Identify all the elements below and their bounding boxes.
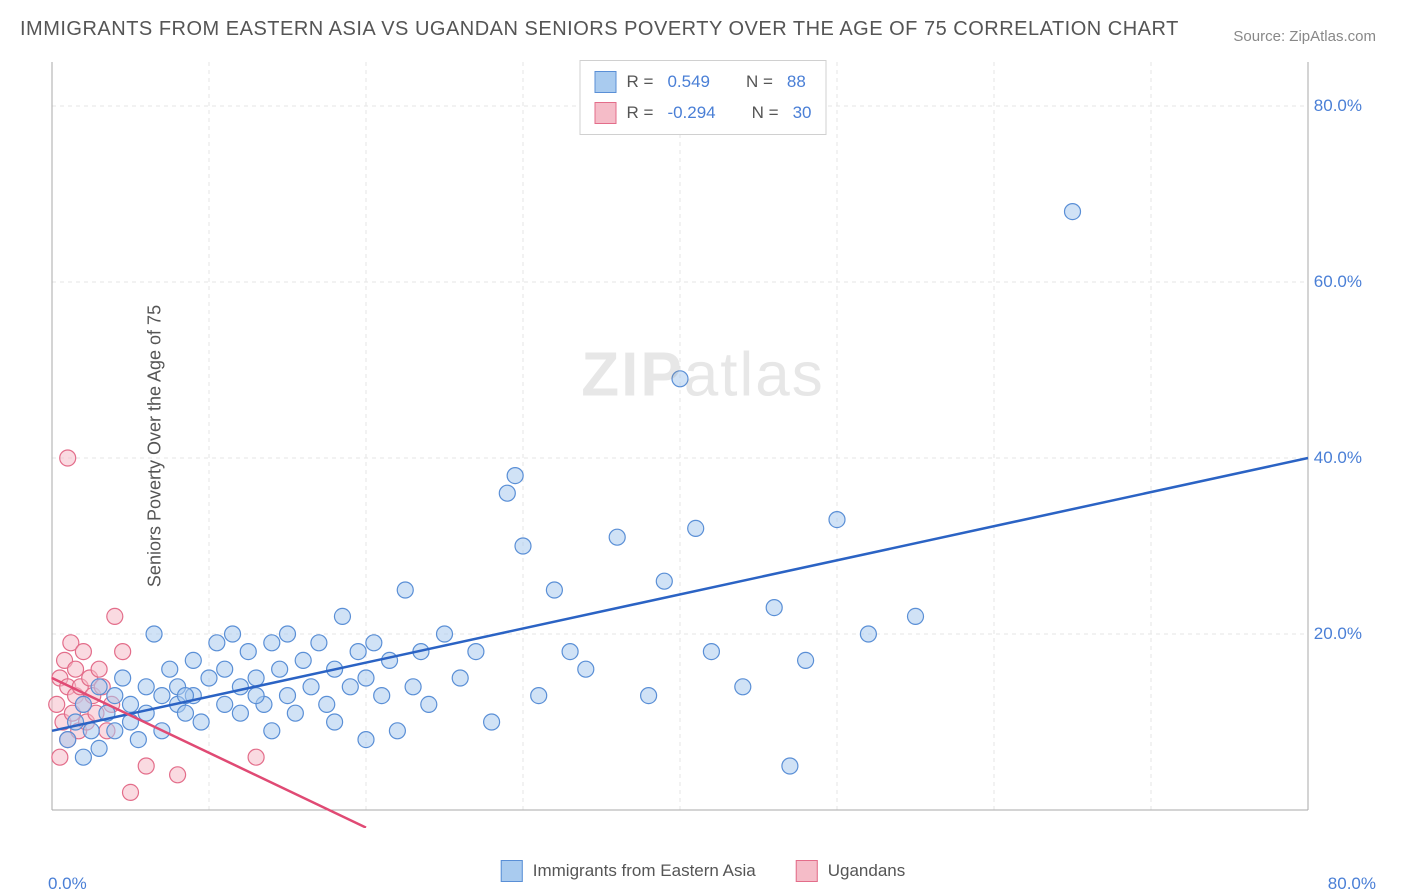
bottom-legend-item-2: Ugandans [796, 860, 906, 882]
series-2-name: Ugandans [828, 861, 906, 881]
x-axis-min-label: 0.0% [48, 874, 87, 892]
n-value-1: 88 [787, 67, 806, 98]
x-axis-max-label: 80.0% [1328, 874, 1376, 892]
stats-row-series-2: R = -0.294 N = 30 [595, 98, 812, 129]
r-label: R = [627, 67, 654, 98]
svg-text:60.0%: 60.0% [1314, 272, 1362, 291]
svg-text:20.0%: 20.0% [1314, 624, 1362, 643]
swatch-series-1 [501, 860, 523, 882]
svg-text:40.0%: 40.0% [1314, 448, 1362, 467]
svg-text:80.0%: 80.0% [1314, 96, 1362, 115]
source-name: ZipAtlas.com [1289, 28, 1376, 45]
r-label: R = [627, 98, 654, 129]
source-label: Source: [1233, 28, 1285, 45]
bottom-legend: Immigrants from Eastern Asia Ugandans [501, 860, 905, 882]
chart-plot-area: 20.0% 40.0% 60.0% 80.0% [48, 58, 1368, 828]
chart-svg: 20.0% 40.0% 60.0% 80.0% [48, 58, 1368, 828]
swatch-series-2 [595, 102, 617, 124]
r-value-1: 0.549 [667, 67, 710, 98]
stats-legend: R = 0.549 N = 88 R = -0.294 N = 30 [580, 60, 827, 135]
n-label: N = [752, 98, 779, 129]
stats-row-series-1: R = 0.549 N = 88 [595, 67, 812, 98]
n-label: N = [746, 67, 773, 98]
n-value-2: 30 [793, 98, 812, 129]
r-value-2: -0.294 [667, 98, 715, 129]
bottom-legend-item-1: Immigrants from Eastern Asia [501, 860, 756, 882]
chart-title: IMMIGRANTS FROM EASTERN ASIA VS UGANDAN … [20, 18, 1179, 41]
swatch-series-2 [796, 860, 818, 882]
series-1-name: Immigrants from Eastern Asia [533, 861, 756, 881]
source-attribution: Source: ZipAtlas.com [1233, 28, 1376, 45]
swatch-series-1 [595, 71, 617, 93]
